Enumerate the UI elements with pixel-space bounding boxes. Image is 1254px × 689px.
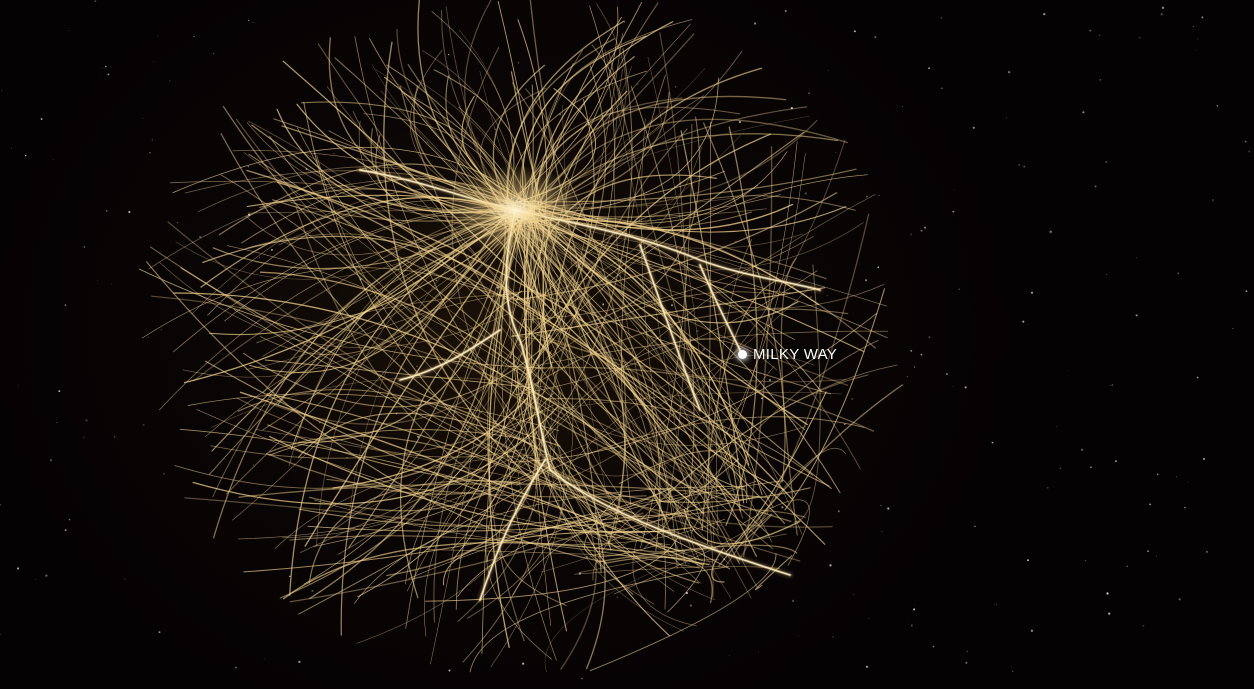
- milky-way-label: MILKY WAY: [753, 346, 838, 363]
- milky-way-marker: [738, 350, 747, 359]
- central-glow: [445, 165, 585, 255]
- filaments: [357, 167, 823, 603]
